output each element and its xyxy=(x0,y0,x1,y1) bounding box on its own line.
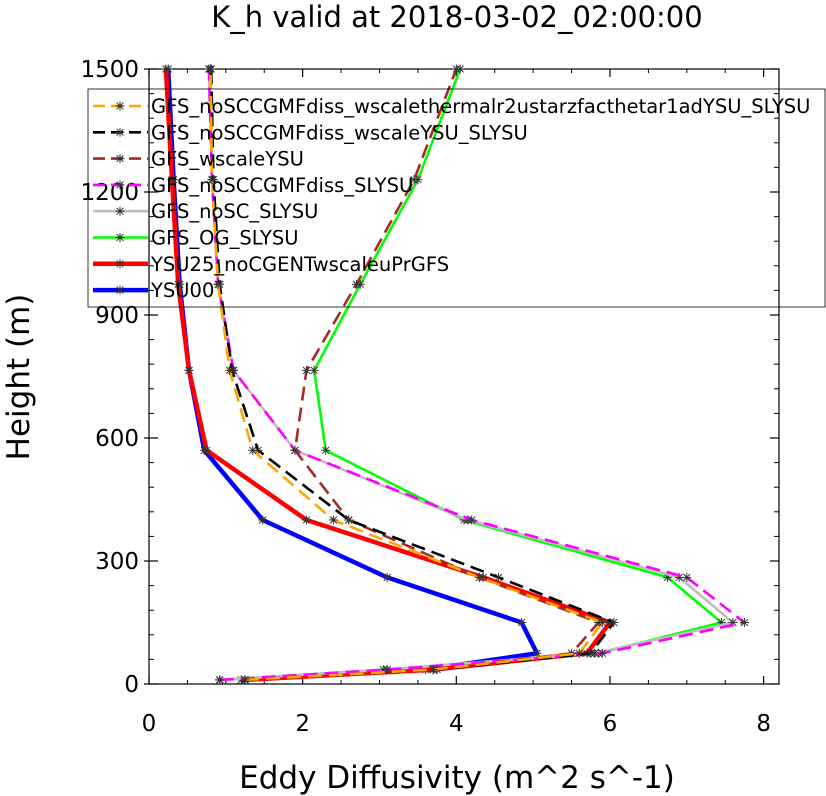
legend-item: GFS_noSCCGMFdiss_SLYSU xyxy=(93,174,413,197)
data-point xyxy=(609,618,619,627)
data-point xyxy=(597,618,607,627)
data-point xyxy=(574,648,584,658)
legend-label: GFS_noSCCGMFdiss_wscalethermalr2ustarzfa… xyxy=(151,95,810,118)
data-point xyxy=(205,64,215,74)
data-point xyxy=(225,365,235,375)
x-axis-label: Eddy Diffusivity (m^2 s^-1) xyxy=(239,760,675,796)
data-point xyxy=(517,618,527,627)
data-point xyxy=(467,515,477,525)
data-point xyxy=(739,618,749,627)
x-tick-label: 6 xyxy=(603,711,618,737)
legend-label: GFS_wscaleYSU xyxy=(151,148,304,171)
legend-marker xyxy=(115,285,125,295)
data-point xyxy=(290,445,300,455)
x-tick-label: 8 xyxy=(756,711,771,737)
legend-item: GFS_noSCCGMFdiss_wscaleYSU_SLYSU xyxy=(93,121,528,144)
data-point xyxy=(428,665,438,675)
legend-marker xyxy=(115,259,125,269)
legend-label: GFS_OG_SLYSU xyxy=(151,227,299,250)
data-point xyxy=(240,675,250,685)
data-point xyxy=(474,572,484,582)
data-point xyxy=(494,572,504,582)
y-tick-label: 0 xyxy=(124,672,139,698)
legend-marker xyxy=(115,154,125,164)
data-point xyxy=(597,648,607,658)
x-tick-label: 0 xyxy=(142,711,157,737)
data-point xyxy=(532,648,542,658)
series-0 xyxy=(205,64,607,685)
y-tick-label: 600 xyxy=(95,426,139,452)
data-point xyxy=(309,365,319,375)
data-point xyxy=(258,515,268,525)
data-point xyxy=(344,515,354,525)
y-tick-label: 300 xyxy=(95,549,139,575)
legend-label: GFS_noSC_SLYSU xyxy=(151,200,318,223)
data-point xyxy=(382,572,392,582)
legend-item: GFS_wscaleYSU xyxy=(93,148,304,171)
legend-item: GFS_noSC_SLYSU xyxy=(93,200,318,223)
data-point xyxy=(321,445,331,455)
legend-item: GFS_noSCCGMFdiss_wscalethermalr2ustarzfa… xyxy=(93,95,810,118)
y-axis-label: Height (m) xyxy=(1,294,37,461)
data-point xyxy=(586,648,596,658)
data-point xyxy=(161,64,171,74)
data-point xyxy=(302,365,311,375)
legend-marker xyxy=(115,206,125,216)
legend-item: YSU00 xyxy=(93,279,214,302)
data-point xyxy=(248,445,258,455)
legend-label: YSU00 xyxy=(150,279,214,302)
y-tick-label: 1500 xyxy=(80,57,139,83)
x-tick-label: 4 xyxy=(449,711,464,737)
legend-marker xyxy=(115,180,125,190)
legend-label: YSU25_noCGENTwscaleuPrGFS xyxy=(150,253,449,276)
chart-title: K_h valid at 2018-03-02_02:00:00 xyxy=(211,0,702,34)
x-tick-label: 2 xyxy=(295,711,310,737)
data-point xyxy=(213,279,223,289)
data-point xyxy=(351,279,361,289)
data-point xyxy=(382,665,392,675)
data-point xyxy=(207,175,217,185)
legend-marker xyxy=(115,233,125,242)
data-point xyxy=(302,515,311,525)
data-point xyxy=(328,515,338,525)
data-point xyxy=(409,175,419,185)
data-point xyxy=(167,175,177,185)
data-point xyxy=(184,365,194,375)
data-point xyxy=(682,572,692,582)
data-point xyxy=(451,64,461,74)
legend-item: GFS_OG_SLYSU xyxy=(93,227,299,250)
legend-item: YSU25_noCGENTwscaleuPrGFS xyxy=(93,253,449,276)
legend-box xyxy=(87,88,826,308)
legend-marker xyxy=(115,101,125,111)
legend-label: GFS_noSCCGMFdiss_SLYSU xyxy=(151,174,413,197)
legend-marker xyxy=(115,127,125,137)
data-point xyxy=(215,675,225,685)
data-point xyxy=(202,445,212,455)
data-point xyxy=(173,279,183,289)
legend: GFS_noSCCGMFdiss_wscalethermalr2ustarzfa… xyxy=(87,88,826,308)
legend-label: GFS_noSCCGMFdiss_wscaleYSU_SLYSU xyxy=(151,121,528,144)
